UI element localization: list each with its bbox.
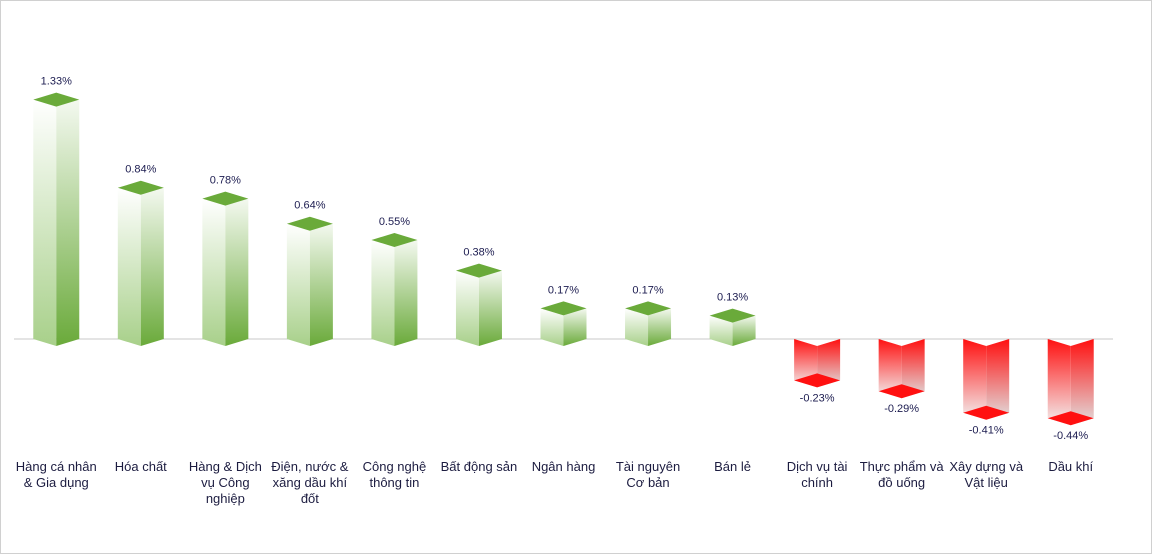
data-label: 0.78% — [210, 175, 241, 187]
bar-right-face — [478, 270, 502, 346]
bar — [1047, 339, 1094, 426]
bar-cap — [371, 233, 418, 247]
bar-cap — [286, 216, 333, 231]
bar — [878, 339, 925, 399]
data-label: 0.17% — [632, 284, 663, 296]
bar-left-face — [963, 339, 987, 420]
bar-right-face — [648, 308, 672, 346]
data-label: 0.38% — [463, 247, 494, 259]
bar-right-face — [140, 187, 164, 346]
bar — [33, 92, 80, 346]
bar-left-face — [709, 315, 733, 346]
bar — [709, 308, 756, 346]
x-tick-label: Bất động sản — [440, 459, 518, 474]
bar-cap — [625, 301, 672, 316]
bar-left-face — [202, 198, 226, 346]
bar — [371, 233, 418, 346]
bar-left-face — [878, 339, 902, 399]
x-tick-label: Hàng cá nhân & Gia dụng — [15, 459, 97, 490]
x-tick-label: Xây dựng và Vật liệu — [949, 459, 1024, 490]
data-label: 0.17% — [548, 284, 579, 296]
bar-cap — [540, 301, 587, 316]
data-label: 0.64% — [294, 200, 325, 212]
bar-right-face — [986, 339, 1010, 420]
bar-left-face — [540, 308, 564, 346]
x-tick-label: Tài nguyên Cơ bản — [615, 459, 681, 490]
bar-right-face — [394, 240, 418, 346]
x-tick-label: Hàng & Dịch vụ Công nghiệp — [188, 459, 262, 506]
bar — [963, 339, 1010, 420]
bar-cap — [117, 180, 164, 195]
bar — [202, 191, 249, 346]
bar-right-face — [56, 99, 80, 346]
bar-cap — [1047, 411, 1094, 426]
bar — [117, 180, 164, 346]
bar-cap — [202, 191, 249, 206]
data-label: 0.55% — [379, 216, 410, 228]
x-tick-label: Dịch vụ tài chính — [786, 459, 848, 490]
bar — [794, 339, 841, 388]
bar-right-face — [1070, 339, 1094, 426]
bar-left-face — [1047, 339, 1071, 426]
bar — [286, 216, 333, 346]
bar — [540, 301, 587, 346]
bar-right-face — [732, 315, 756, 346]
bar-left-face — [117, 187, 141, 346]
data-label: 0.84% — [125, 164, 156, 176]
data-label: 1.33% — [41, 76, 72, 88]
bar-right-face — [563, 308, 587, 346]
bar-left-face — [33, 99, 57, 346]
data-label: -0.44% — [1053, 430, 1088, 442]
bar-left-face — [455, 270, 479, 346]
bar — [625, 301, 672, 346]
data-label: -0.41% — [969, 425, 1004, 437]
data-label: -0.23% — [800, 392, 835, 404]
bar-cap — [878, 384, 925, 399]
x-tick-label: Ngân hàng — [531, 459, 596, 474]
data-label: -0.29% — [884, 403, 919, 415]
bar-left-face — [371, 240, 395, 346]
bar-cap — [794, 373, 841, 388]
bar-left-face — [286, 223, 310, 346]
x-tick-label: Công nghệ thông tin — [362, 459, 427, 490]
bar-cap — [33, 92, 80, 107]
x-tick-label: Dầu khí — [1048, 459, 1094, 474]
bar-cap — [963, 405, 1010, 420]
x-tick-label: Hóa chất — [114, 459, 167, 474]
x-tick-label: Bán lẻ — [714, 459, 751, 474]
bar-left-face — [625, 308, 649, 346]
bar-right-face — [901, 339, 925, 399]
x-tick-label: Thực phẩm và đồ uống — [859, 459, 944, 490]
data-label: 0.13% — [717, 292, 748, 304]
x-tick-label: Điện, nước & xăng dầu khí đốt — [271, 459, 349, 506]
bar-cap — [455, 263, 502, 278]
bar-cap — [709, 308, 756, 323]
bar — [455, 263, 502, 346]
bar-right-face — [225, 198, 249, 346]
bar-right-face — [309, 223, 333, 346]
